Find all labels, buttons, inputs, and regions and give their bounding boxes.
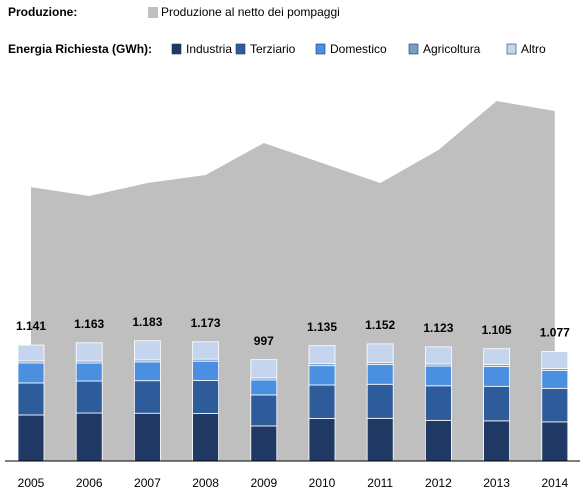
x-tick-label: 2006 xyxy=(76,476,103,490)
bar-segment xyxy=(541,421,569,462)
bar-segment xyxy=(541,351,569,369)
legend-label: Agricoltura xyxy=(423,42,481,56)
legend-title: Produzione: xyxy=(8,5,77,19)
bar-segment xyxy=(250,394,278,427)
bar-segment xyxy=(483,420,511,462)
legend-swatch xyxy=(235,43,246,55)
x-tick-label: 2013 xyxy=(483,476,510,490)
x-tick-label: 2012 xyxy=(425,476,452,490)
bar-segment xyxy=(424,365,452,387)
total-label: 1.183 xyxy=(132,315,162,329)
legend-label: Industria xyxy=(186,42,232,56)
bar-segment xyxy=(250,379,278,396)
bar-segment xyxy=(17,362,45,384)
legend-swatch xyxy=(315,43,326,55)
bar-segment xyxy=(192,360,220,381)
bar-segment xyxy=(366,343,394,363)
x-tick-label: 2008 xyxy=(192,476,219,490)
bar-segment xyxy=(424,419,452,462)
legend-label: Terziario xyxy=(250,42,296,56)
bar-segment xyxy=(75,342,103,362)
bar-segment xyxy=(366,383,394,419)
bar-segment xyxy=(192,341,220,360)
total-label: 1.152 xyxy=(365,318,395,332)
bar-segment xyxy=(308,384,336,419)
bar-segment xyxy=(75,412,103,462)
legend-label: Domestico xyxy=(330,42,387,56)
legend-swatch xyxy=(408,43,419,55)
bar-segment xyxy=(366,417,394,462)
bar-segment xyxy=(133,361,161,382)
bar-segment xyxy=(541,370,569,389)
area xyxy=(31,101,555,461)
bar-segment xyxy=(192,380,220,414)
bar-segment xyxy=(483,385,511,422)
bar-segment xyxy=(17,414,45,462)
legend-label: Altro xyxy=(521,42,546,56)
bar-segment xyxy=(308,418,336,462)
bar-segment xyxy=(75,362,103,382)
bar-segment xyxy=(541,387,569,423)
x-tick-label: 2009 xyxy=(250,476,277,490)
bar-segment xyxy=(17,344,45,362)
bar-segment xyxy=(250,425,278,462)
bar-segment xyxy=(250,359,278,379)
total-label: 1.173 xyxy=(191,316,221,330)
bar-segment xyxy=(483,366,511,387)
legend-label: Produzione al netto dei pompaggi xyxy=(161,5,340,19)
bar-segment xyxy=(192,413,220,462)
legend-swatch xyxy=(171,43,182,55)
x-tick-label: 2005 xyxy=(18,476,45,490)
total-label: 1.123 xyxy=(423,321,453,335)
x-tick-label: 2014 xyxy=(541,476,568,490)
bar-segment xyxy=(17,382,45,416)
legend-swatch xyxy=(506,43,517,55)
legend-title: Energia Richiesta (GWh): xyxy=(8,42,152,56)
bar-segment xyxy=(308,345,336,365)
x-tick-label: 2010 xyxy=(309,476,336,490)
total-label: 1.077 xyxy=(540,326,570,340)
x-tick-label: 2011 xyxy=(367,476,393,490)
bar-segment xyxy=(308,365,336,386)
total-label: 1.105 xyxy=(482,323,512,337)
bar-segment xyxy=(133,380,161,414)
x-tick-label: 2007 xyxy=(134,476,161,490)
total-label: 997 xyxy=(254,334,274,348)
bar-segment xyxy=(75,380,103,414)
total-label: 1.135 xyxy=(307,320,337,334)
bar-segment xyxy=(366,364,394,385)
total-label: 1.163 xyxy=(74,317,104,331)
bar-segment xyxy=(424,346,452,365)
bar-segment xyxy=(424,385,452,421)
bar-segment xyxy=(133,340,161,361)
bar-segment xyxy=(483,348,511,365)
total-label: 1.141 xyxy=(16,319,46,333)
bar-segment xyxy=(133,412,161,462)
legend-swatch xyxy=(148,7,158,18)
